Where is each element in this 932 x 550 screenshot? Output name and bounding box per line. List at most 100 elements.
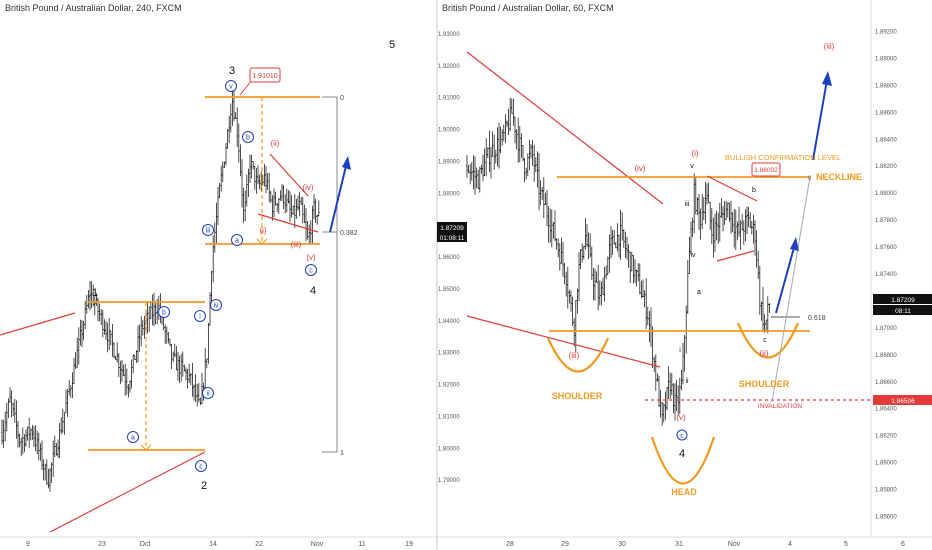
wave-circle xyxy=(210,299,222,311)
wave-circle-label: i xyxy=(199,314,201,321)
wave-label-red-i: (i) xyxy=(259,226,266,235)
right-x-axis: 28 29 30 31 Nov 4 5 6 xyxy=(506,541,905,548)
left-x-tick: 19 xyxy=(405,541,413,548)
wave-label-red-v: (v) xyxy=(306,253,316,262)
right-x-tick: 5 xyxy=(844,541,848,548)
head-label: HEAD xyxy=(671,487,697,497)
projection-line xyxy=(771,176,811,403)
wave-circle xyxy=(195,460,207,472)
right-sub-iii: iii xyxy=(685,201,690,208)
right-sub-c: c xyxy=(763,337,767,344)
wave-circle-label: c xyxy=(309,268,313,275)
right-y-tick: 1.86400 xyxy=(875,407,897,413)
left-shoulder-arc xyxy=(546,337,610,373)
head-arc xyxy=(650,436,716,485)
invalidation-label: INVALIDATION xyxy=(758,403,802,410)
right-sub-b: b xyxy=(752,187,756,194)
left-shoulder-label: SHOULDER xyxy=(552,391,603,401)
wave-label-5: 5 xyxy=(389,39,395,51)
left-trend-line-upper xyxy=(0,312,76,336)
left-y-tick: 1.84000 xyxy=(438,319,460,325)
neckline-label: NECKLINE xyxy=(816,172,862,182)
left-x-tick: 9 xyxy=(26,541,30,548)
left-bullish-arrow xyxy=(329,161,348,233)
wave-circle xyxy=(231,234,243,246)
right-y-tick: 1.86800 xyxy=(875,353,897,359)
invalidation-price-tag-label: 1.86506 xyxy=(891,398,915,405)
wave-circle xyxy=(225,80,237,92)
left-y-tick: 1.79000 xyxy=(438,478,460,484)
fib-label-0382: 0.382 xyxy=(340,230,358,237)
right-sub-v: v xyxy=(690,163,694,170)
right-circle-c-label: c xyxy=(680,433,684,440)
wave-label-2: 2 xyxy=(201,480,207,492)
left-y-tick: 1.88000 xyxy=(438,191,460,197)
right-chart-title: British Pound / Australian Dollar, 60, F… xyxy=(442,3,614,13)
right-x-tick: Nov xyxy=(728,541,741,548)
wave-circle-label: ii xyxy=(206,391,210,398)
wave-circle-label: a xyxy=(131,435,135,442)
right-y-tick: 1.87800 xyxy=(875,218,897,224)
wave-circle xyxy=(242,131,254,143)
wave-circle xyxy=(158,306,170,318)
left-x-tick: 22 xyxy=(255,541,263,548)
right-y-tick: 1.85800 xyxy=(875,488,897,494)
wave-label-3: 3 xyxy=(229,65,235,77)
left-x-tick: 11 xyxy=(358,541,365,548)
right-price-box xyxy=(751,162,781,177)
fib-0618-label: 0.618 xyxy=(808,315,826,322)
wave-circle xyxy=(127,431,139,443)
wave-circle-label: b xyxy=(246,135,250,142)
left-time-tag-label: 01:08:11 xyxy=(440,235,465,242)
right-wedge-upper xyxy=(706,175,758,202)
right-x-tick: 28 xyxy=(506,541,514,548)
right-trend-line-upper xyxy=(466,51,664,205)
wave-circle-label: v xyxy=(229,84,233,91)
wave-circle xyxy=(194,310,206,322)
fib-retracement xyxy=(322,96,338,453)
left-y-tick: 1.86000 xyxy=(438,255,460,261)
right-wedge-lower xyxy=(716,250,755,262)
wave-circle xyxy=(202,224,214,236)
fib-label-0: 0 xyxy=(340,95,344,102)
wave-circle-label: a xyxy=(235,238,239,245)
wave-circle xyxy=(305,264,317,276)
right-y-tick: 1.85600 xyxy=(875,515,897,521)
wave-circle-label: c xyxy=(199,464,203,471)
left-price-tag xyxy=(437,222,467,232)
wave-circle-label: b xyxy=(162,310,166,317)
right-x-tick: 6 xyxy=(901,541,905,548)
left-x-tick: Nov xyxy=(311,541,324,548)
left-time-tag xyxy=(437,232,467,242)
fib-label-1: 1 xyxy=(340,450,344,457)
right-y-axis: 1.85600 1.85800 1.86000 1.86200 1.86400 1.866… xyxy=(875,30,897,521)
right-sub-iv: iv xyxy=(690,252,696,259)
left-y-tick: 1.91000 xyxy=(438,96,460,102)
right-y-tick: 1.88600 xyxy=(875,110,897,116)
wedge-lower-line xyxy=(257,213,319,233)
right-wave-red-iv: (iv) xyxy=(634,164,645,173)
wave-label-red-iii: (iii) xyxy=(291,240,302,249)
right-price-tag xyxy=(873,294,932,304)
right-y-tick: 1.87600 xyxy=(875,245,897,251)
wave-circle-label: iii xyxy=(206,228,211,235)
right-wave-red-v: (v) xyxy=(676,413,686,422)
wave-label-4: 4 xyxy=(310,285,316,297)
fib-zero-label: 0 xyxy=(808,176,812,182)
right-y-tick: 1.88200 xyxy=(875,164,897,170)
left-y-tick: 1.85000 xyxy=(438,287,460,293)
wave-circle-label: iv xyxy=(213,303,219,310)
wave-label-1: 1 xyxy=(92,287,98,299)
right-x-tick: 30 xyxy=(618,541,626,548)
left-price-box xyxy=(249,67,281,83)
right-candles xyxy=(466,97,771,426)
right-y-tick: 1.86600 xyxy=(875,380,897,386)
right-y-tick: 1.88000 xyxy=(875,191,897,197)
left-y-tick: 1.83000 xyxy=(438,351,460,357)
left-chart-title: British Pound / Australian Dollar, 240, … xyxy=(5,3,182,13)
invalidation-price-tag xyxy=(873,395,932,405)
right-shoulder-arc xyxy=(736,322,800,359)
right-y-tick: 1.88800 xyxy=(875,83,897,89)
